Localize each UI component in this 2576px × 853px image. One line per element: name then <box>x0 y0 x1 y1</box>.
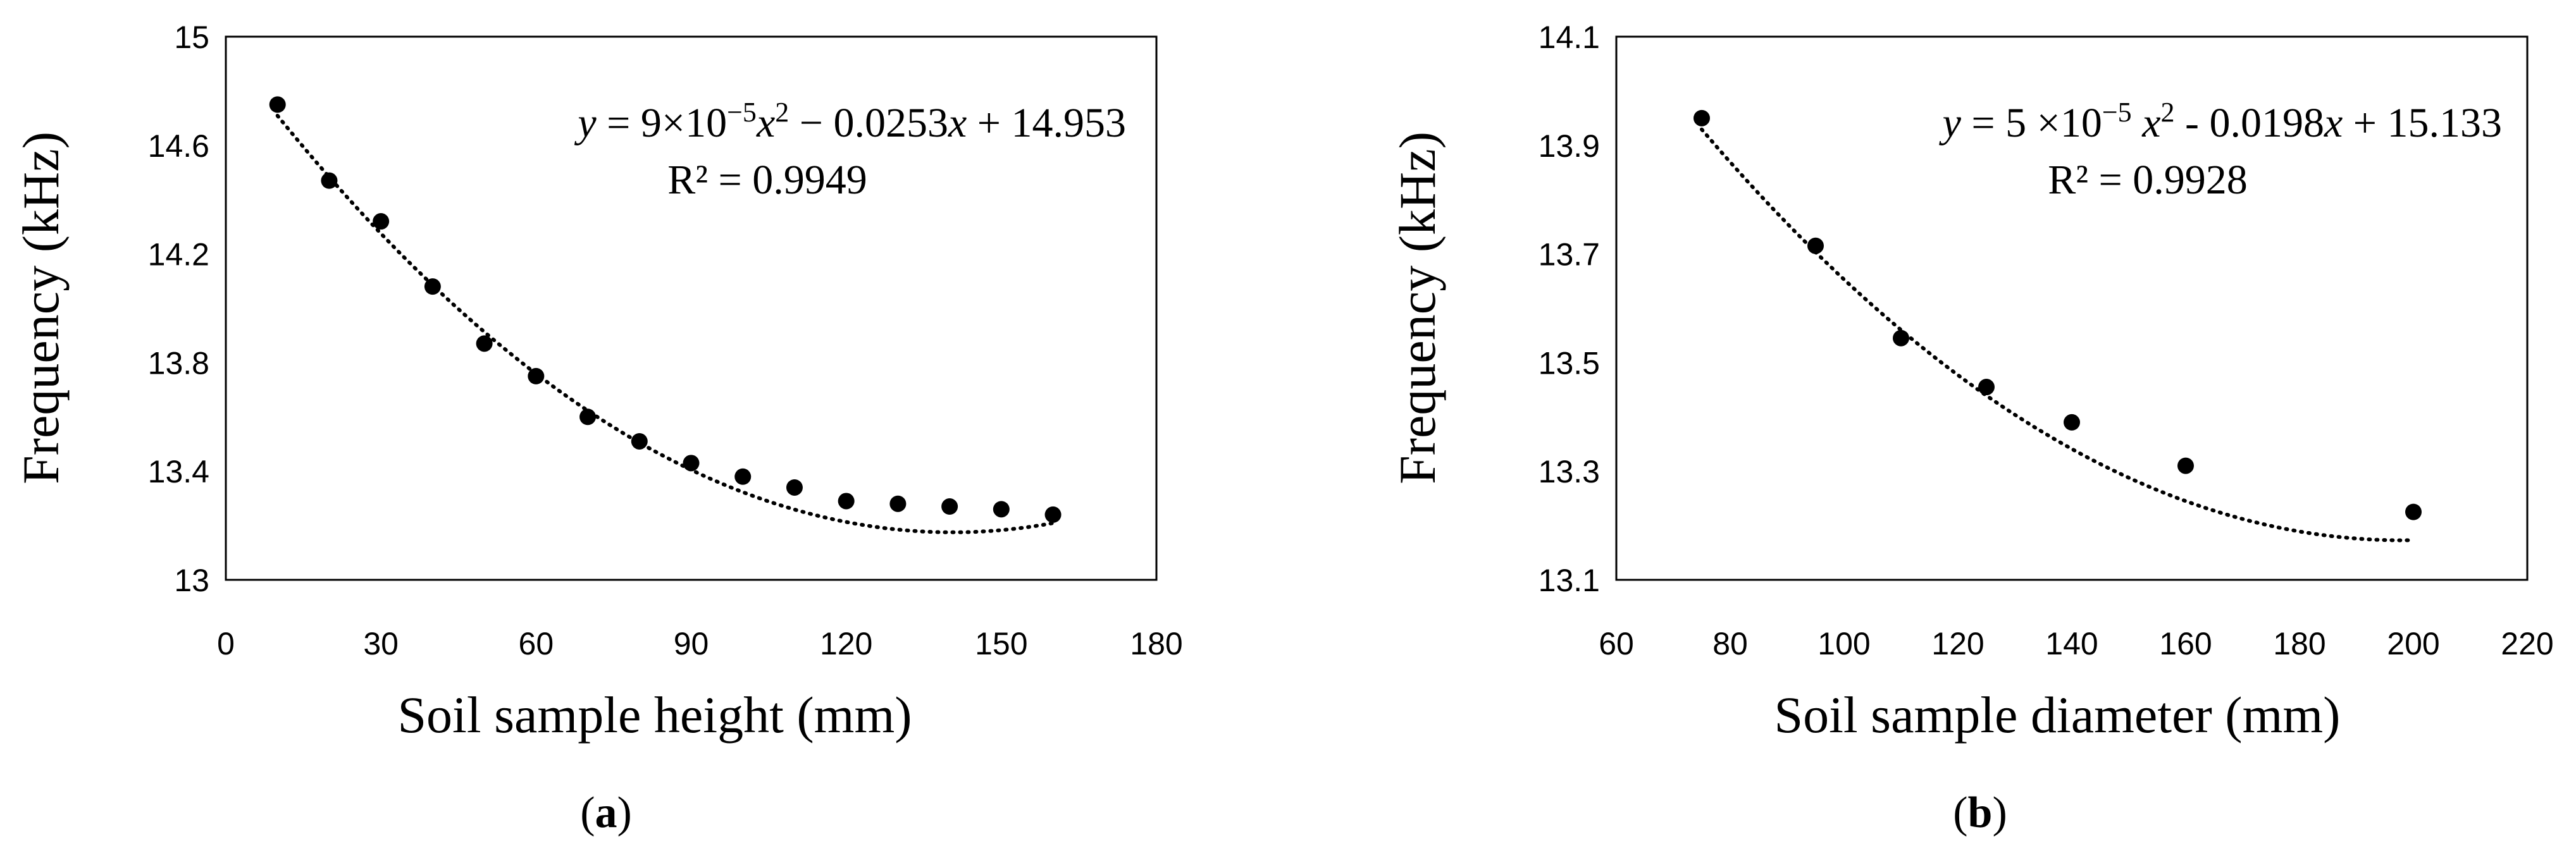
y-tick-label-b: 13.5 <box>1539 345 1600 381</box>
r-squared-b: R² = 0.9928 <box>2048 157 2248 203</box>
data-point-b <box>1694 109 1710 126</box>
data-point-a <box>579 408 597 426</box>
x-tick-labels-a: 0 30 60 90 120 150 180 <box>217 626 1183 661</box>
data-point-a <box>373 213 390 230</box>
y-tick-label-b: 13.3 <box>1539 454 1600 489</box>
y-tick-label-a: 15 <box>174 20 209 55</box>
eq-y-var-b: y <box>1939 100 1962 146</box>
y-tick-label-b: 14.1 <box>1539 20 1600 55</box>
y-tick-label-b: 13.1 <box>1539 563 1600 598</box>
x-tick-label-a: 120 <box>820 626 872 661</box>
x-tick-label-b: 120 <box>1931 626 1984 661</box>
eq-part1-a: = 9×10 <box>597 100 727 146</box>
data-point-b <box>2064 414 2080 431</box>
x-tick-label-a: 180 <box>1130 626 1182 661</box>
y-axis-title-a: Frequency (kHz) <box>12 132 70 484</box>
eq-exp2-a: 2 <box>775 97 789 128</box>
trendline-layer-b <box>1700 127 2415 543</box>
y-tick-labels-b: 13.1 13.3 13.5 13.7 13.9 14.1 <box>1539 20 1600 598</box>
data-point-a <box>889 495 907 512</box>
eq-y-var-a: y <box>574 100 597 146</box>
data-point-a <box>476 335 493 352</box>
y-tick-label-a: 13 <box>174 563 209 598</box>
x-tick-label-b: 220 <box>2501 626 2553 661</box>
x-tick-label-a: 150 <box>975 626 1027 661</box>
eq-exp2-b: 2 <box>2160 97 2174 128</box>
chart-panel-b: 60 80 100 120 140 160 180 200 220 13.113.313.513… <box>1389 20 2554 837</box>
y-tick-label-b: 13.9 <box>1539 128 1600 164</box>
eq-x2-var-a: x <box>948 100 967 146</box>
eq-exp1-b: −5 <box>2102 97 2132 128</box>
data-point-b <box>2177 457 2194 474</box>
data-point-a <box>1044 506 1062 523</box>
eq-part2-b: - 0.0198 <box>2174 100 2324 146</box>
panel-label-b: (b) <box>1953 789 2007 837</box>
eq-part3-b: + 15.133 <box>2343 100 2502 146</box>
y-tick-labels-a: 13 13.4 13.8 14.2 14.6 15 <box>148 20 209 598</box>
x-tick-labels-b: 60 80 100 120 140 160 180 200 220 <box>1599 626 2554 661</box>
x-tick-label-b: 140 <box>2045 626 2098 661</box>
eq-part3-a: + 14.953 <box>967 100 1126 146</box>
trendline-b <box>1700 127 2415 543</box>
y-tick-label-a: 13.8 <box>148 345 209 381</box>
data-point-a <box>786 479 803 496</box>
chart-panel-a: 0 30 60 90 120 150 180 13 13.4 13.8 14.2 14.6 15 y … <box>12 20 1183 837</box>
data-point-a <box>838 493 855 510</box>
eq-x-var-a: x <box>756 100 775 146</box>
data-point-a <box>993 501 1010 518</box>
x-axis-title-b: Soil sample diameter (mm) <box>1774 686 2341 744</box>
data-point-b <box>1807 237 1824 254</box>
x-tick-label-b: 180 <box>2273 626 2325 661</box>
points-layer-b <box>1694 109 2422 520</box>
data-point-a <box>528 367 545 384</box>
points-layer-a <box>269 96 1062 523</box>
data-point-b <box>1893 329 1909 347</box>
x-tick-label-b: 60 <box>1599 626 1634 661</box>
trendline-a <box>275 114 1055 534</box>
r-squared-a: R² = 0.9949 <box>667 157 867 203</box>
x-tick-label-b: 160 <box>2159 626 2212 661</box>
x-tick-label-b: 80 <box>1712 626 1748 661</box>
data-point-b <box>1978 379 1995 396</box>
y-tick-label-a: 14.6 <box>148 128 209 164</box>
data-point-a <box>424 278 441 295</box>
x-tick-label-a: 30 <box>363 626 399 661</box>
data-point-a <box>683 455 700 472</box>
x-tick-label-b: 200 <box>2387 626 2439 661</box>
y-axis-title-b: Frequency (kHz) <box>1389 132 1446 484</box>
y-tick-label-a: 13.4 <box>148 454 209 489</box>
data-point-a <box>321 172 338 189</box>
eq-part2-a: − 0.0253 <box>789 100 948 146</box>
trendline-layer-a <box>275 114 1055 534</box>
eq-x2-var-b: x <box>2324 100 2343 146</box>
trend-equation-a: y = 9×10−5x2 − 0.0253x + 14.953 <box>574 97 1126 147</box>
panel-label-a: (a) <box>580 789 632 837</box>
eq-part1-b: = 5 ×10 <box>1961 100 2102 146</box>
x-tick-label-b: 100 <box>1817 626 1870 661</box>
x-tick-label-a: 90 <box>674 626 709 661</box>
trend-equation-b: y = 5 ×10−5 x2 - 0.0198x + 15.133 <box>1939 97 2502 147</box>
eq-x-var-b: x <box>2132 100 2161 146</box>
eq-exp1-a: −5 <box>727 97 757 128</box>
data-point-a <box>734 468 752 485</box>
data-point-a <box>269 96 286 113</box>
data-point-b <box>2405 503 2422 520</box>
data-point-a <box>631 433 648 450</box>
y-tick-label-b: 13.7 <box>1539 237 1600 273</box>
x-tick-label-a: 0 <box>217 626 235 661</box>
plot-area-a <box>225 35 1158 581</box>
x-axis-title-a: Soil sample height (mm) <box>397 686 912 744</box>
x-tick-label-a: 60 <box>519 626 554 661</box>
data-point-a <box>941 498 958 515</box>
y-tick-label-a: 14.2 <box>148 237 209 273</box>
plot-area-b <box>1615 35 2529 581</box>
